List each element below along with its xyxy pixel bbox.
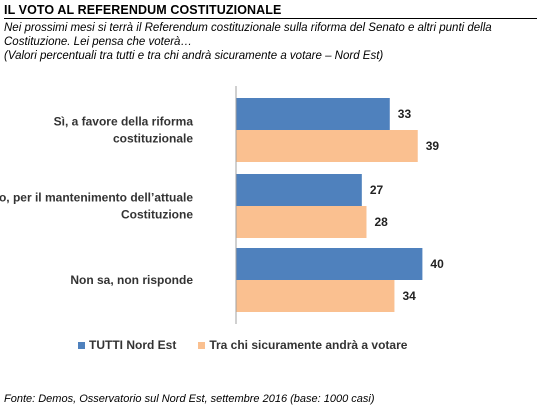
category-label: No, per il mantenimento dell’attuale	[0, 191, 193, 205]
category-label: costituzionale	[113, 132, 193, 146]
legend-label-tutti: TUTTI Nord Est	[89, 338, 177, 352]
category-label: Non sa, non risponde	[70, 273, 193, 287]
bar-chart: 33 39 Sì, a favore della riforma costituzio…	[0, 86, 444, 324]
data-label: 33	[398, 107, 412, 121]
data-label: 40	[430, 257, 444, 271]
bar-votanti-0	[236, 130, 418, 162]
category-label: Sì, a favore della riforma	[54, 115, 194, 129]
bar-tutti-2	[236, 248, 423, 280]
data-label: 34	[402, 289, 416, 303]
data-label: 28	[374, 215, 388, 229]
subtitle-line-3: (Valori percentuali tra tutti e tra chi …	[4, 50, 384, 62]
legend: TUTTI Nord Est Tra chi sicuramente andrà…	[78, 338, 429, 352]
legend-item-votanti: Tra chi sicuramente andrà a votare	[198, 338, 407, 352]
legend-swatch-votanti	[198, 341, 206, 349]
chart-title: IL VOTO AL REFERENDUM COSTITUZIONALE	[4, 3, 282, 17]
subtitle-line-2: Costituzione. Lei pensa che voterà…	[4, 36, 192, 48]
data-label: 27	[370, 183, 384, 197]
data-label: 39	[426, 139, 440, 153]
bar-tutti-0	[236, 98, 390, 130]
bar-votanti-2	[236, 280, 395, 312]
bar-tutti-1	[236, 174, 362, 206]
category-label: Costituzione	[121, 208, 193, 222]
source-note: Fonte: Demos, Osservatorio sul Nord Est,…	[4, 393, 375, 405]
legend-label-votanti: Tra chi sicuramente andrà a votare	[209, 338, 408, 352]
title-divider	[4, 18, 537, 19]
subtitle-line-1: Nei prossimi mesi si terrà il Referendum…	[4, 22, 492, 34]
legend-swatch-tutti	[78, 341, 85, 349]
bar-votanti-1	[236, 206, 367, 238]
chart-subtitle: Nei prossimi mesi si terrà il Referendum…	[4, 21, 539, 63]
legend-item-tutti: TUTTI Nord Est	[78, 338, 176, 352]
